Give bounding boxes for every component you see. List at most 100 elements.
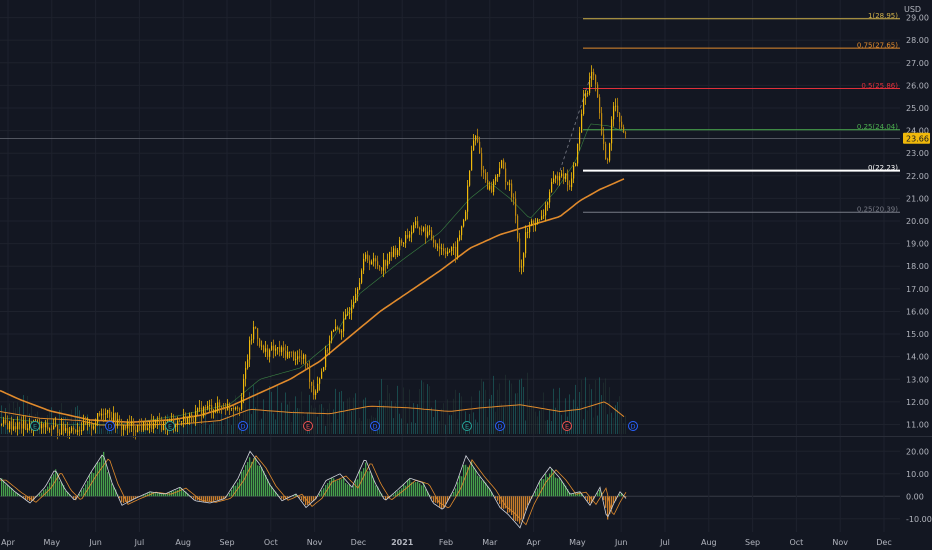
last-price-badge: 23.66 — [903, 132, 930, 144]
time-axis[interactable]: Apr May Jun Jul Aug Sep Oct Nov Dec 2021 Feb Mar Apr… — [1, 538, 892, 547]
price-axis[interactable]: 11.00 12.00 13.00 14.00 15.00 16.00 17.00 18.00… — [906, 14, 929, 430]
volume-bar — [27, 395, 28, 434]
candle-body — [267, 348, 269, 357]
oscillator-signal-line — [0, 455, 627, 526]
oscillator-bar — [569, 492, 571, 497]
time-tick-label: Jun — [614, 538, 628, 547]
price-tick-label: 11.00 — [906, 420, 929, 429]
candle-body — [87, 422, 89, 425]
candle-body — [429, 230, 431, 232]
candle-body — [291, 351, 293, 353]
event-marker[interactable]: D — [370, 421, 380, 431]
candle-body — [343, 319, 345, 332]
candle-body — [239, 408, 241, 410]
event-marker[interactable]: E — [165, 421, 175, 431]
event-marker[interactable]: E — [303, 421, 313, 431]
time-tick-label: May — [569, 538, 586, 547]
volume-bar — [499, 383, 500, 434]
volume-bar — [583, 419, 584, 434]
candle-body — [9, 421, 11, 430]
candle-body — [157, 419, 159, 422]
oscillator-bar — [135, 496, 137, 499]
candle-body — [567, 173, 569, 186]
volume-bar — [533, 405, 534, 434]
candle-body — [557, 175, 559, 181]
volume-bar — [623, 422, 624, 434]
volume-bar — [339, 391, 340, 434]
candle-body — [307, 363, 309, 366]
event-marker-label: D — [497, 423, 502, 431]
oscillator-bar — [501, 496, 503, 509]
candle-body — [155, 421, 157, 424]
volume-bar — [343, 401, 344, 434]
oscillator-bar — [5, 484, 7, 497]
oscillator-bar — [589, 496, 591, 504]
event-marker[interactable]: D — [495, 421, 505, 431]
oscillator-bar — [343, 477, 345, 497]
volume-bar — [471, 396, 472, 434]
volume-bar — [229, 417, 230, 434]
candle-body — [491, 185, 493, 192]
candle-body — [555, 175, 557, 179]
oscillator-axis[interactable]: 20.00 10.00 0.00 -10.00 — [906, 447, 932, 524]
candle-body — [553, 178, 555, 182]
oscillator-bar — [373, 479, 375, 497]
candle-body — [523, 253, 525, 267]
volume-bar — [189, 420, 190, 434]
candle-body — [609, 143, 611, 161]
candle-body — [373, 258, 375, 262]
event-marker[interactable]: E — [30, 421, 40, 431]
oscillator-bar — [287, 496, 289, 498]
volume-bar — [181, 422, 182, 434]
event-marker[interactable]: D — [105, 421, 115, 431]
candle-body — [67, 428, 69, 434]
oscillator-bar — [61, 483, 63, 497]
candle-body — [433, 239, 435, 243]
oscillator-bar — [579, 491, 581, 497]
price-tick-label: 19.00 — [906, 240, 929, 249]
event-marker[interactable]: D — [238, 421, 248, 431]
oscillator-bar — [97, 462, 99, 497]
candle-body — [441, 248, 443, 250]
candle-body — [445, 251, 447, 255]
candle-body — [529, 226, 531, 233]
candle-body — [489, 185, 491, 190]
volume-bar — [331, 422, 332, 434]
oscillator-bar — [109, 475, 111, 497]
candle-body — [181, 421, 183, 422]
oscillator-bar — [177, 489, 179, 497]
candle-body — [301, 357, 303, 359]
volume-bar — [101, 428, 102, 434]
event-marker[interactable]: D — [628, 421, 638, 431]
event-marker[interactable]: E — [562, 421, 572, 431]
oscillator-bar — [85, 484, 87, 497]
oscillator-bar — [477, 475, 479, 497]
oscillator-bar — [611, 496, 613, 509]
candle-body — [61, 423, 63, 435]
candle-body — [117, 418, 119, 426]
volume-bar — [71, 409, 72, 434]
candle-body — [219, 402, 221, 407]
candle-body — [275, 348, 277, 351]
volume-bar — [439, 420, 440, 434]
candle-body — [479, 141, 481, 154]
volume-bar — [421, 380, 422, 434]
candle-body — [545, 204, 547, 216]
candle-body — [399, 240, 401, 251]
candle-body — [107, 409, 109, 414]
volume-bar — [603, 382, 604, 434]
oscillator-bar — [29, 496, 31, 501]
candle-body — [205, 406, 207, 409]
volume-bar — [581, 379, 582, 434]
volume-bar — [261, 418, 262, 434]
candle-body — [279, 347, 281, 353]
event-marker[interactable]: E — [462, 421, 472, 431]
price-tick-label: 15.00 — [906, 330, 929, 339]
time-tick-label: Jul — [659, 538, 670, 547]
oscillator-bar — [533, 494, 535, 497]
volume-bar — [315, 407, 316, 434]
volume-bar — [449, 415, 450, 434]
candle-body — [387, 260, 389, 266]
